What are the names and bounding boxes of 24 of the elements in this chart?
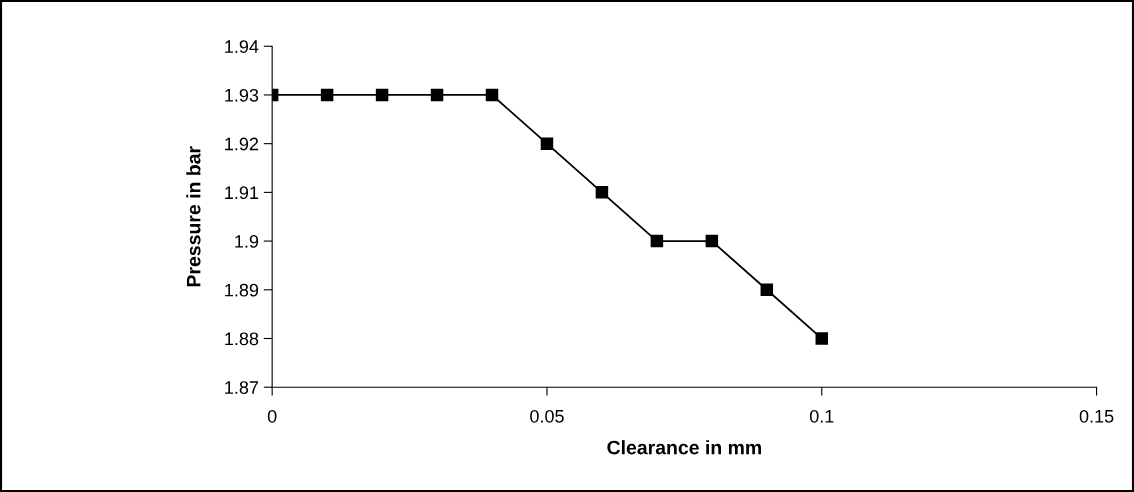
point — [485, 88, 499, 102]
point — [650, 234, 664, 248]
point — [760, 283, 774, 297]
point — [320, 88, 334, 102]
point — [375, 88, 389, 102]
y-tick-label: 1.9 — [235, 235, 259, 248]
x-axis-title: Clearance in mm — [607, 440, 761, 455]
point — [595, 186, 609, 199]
y-tick-label: 1.94 — [225, 40, 259, 53]
x-tick-label: 0.1 — [809, 409, 834, 423]
y-tick-label: 1.91 — [225, 186, 259, 200]
y-tick-label: 1.87 — [225, 381, 259, 394]
y-tick-label: 1.89 — [225, 283, 259, 297]
point — [815, 332, 829, 345]
y-tick-label: 1.92 — [225, 137, 259, 151]
x-tick-label: 0 — [267, 409, 277, 423]
point — [430, 88, 444, 102]
x-tick-label: 0.05 — [530, 409, 564, 423]
y-tick-label: 1.93 — [225, 88, 259, 102]
point — [540, 137, 554, 150]
y-tick-label: 1.88 — [225, 332, 259, 346]
point — [705, 234, 719, 248]
y-axis-title: Pressure in bar — [186, 146, 201, 287]
x-tick-label: 0.15 — [1079, 409, 1114, 423]
